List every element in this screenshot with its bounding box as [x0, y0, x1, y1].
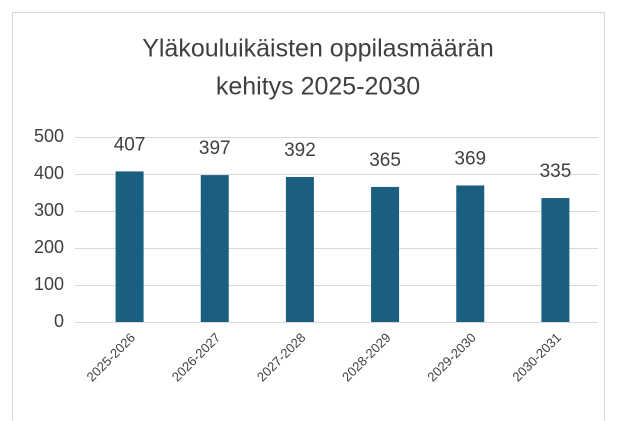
data-label: 397	[199, 138, 231, 159]
bar	[371, 186, 400, 322]
y-tick-label: 200	[34, 237, 64, 257]
data-label: 392	[284, 140, 316, 161]
bar	[200, 175, 229, 322]
data-label: 369	[454, 148, 486, 169]
data-label: 407	[114, 134, 146, 155]
bar	[456, 185, 485, 322]
bar	[285, 176, 314, 322]
y-tick-label: 400	[34, 163, 64, 183]
y-tick-label: 100	[34, 274, 64, 294]
y-tick-label: 0	[54, 311, 64, 331]
data-label: 365	[369, 150, 401, 171]
bar	[115, 171, 144, 322]
chart-title: kehitys 2025-2030	[216, 73, 420, 101]
y-tick-label: 300	[34, 200, 64, 220]
chart-title: Yläkouluikäisten oppilasmäärän	[142, 35, 494, 63]
bar	[541, 198, 570, 322]
data-label: 335	[540, 161, 572, 182]
y-tick-label: 500	[34, 126, 64, 146]
